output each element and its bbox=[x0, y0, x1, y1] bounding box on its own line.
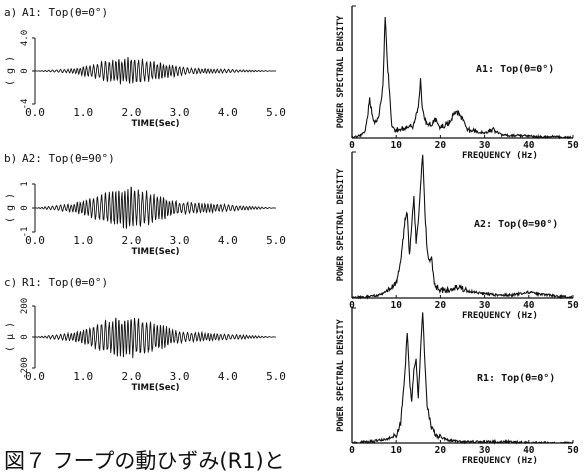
x-tick-label-c-3: 3.0 bbox=[170, 370, 190, 383]
chart-title-A1-psd: A1: Top(θ=0°) bbox=[476, 64, 554, 75]
x-tick-label-A1-psd-1: 10 bbox=[390, 140, 402, 151]
spectrum-line-A2-psd bbox=[351, 154, 574, 300]
x-tick-label-R1-psd-5: 50 bbox=[567, 445, 579, 456]
y-tick-label-c-0: 200 bbox=[20, 298, 30, 314]
panel-label-c: c) bbox=[4, 276, 17, 289]
x-tick-label-b-1: 1.0 bbox=[73, 234, 93, 247]
x-axis-label-a: TIME(Sec) bbox=[132, 119, 180, 129]
x-axis-label-R1-psd: FREQUENCY (Hz) bbox=[462, 456, 538, 466]
x-tick-label-A1-psd-4: 40 bbox=[523, 140, 535, 151]
y-axis-label-b: ( g ) bbox=[5, 193, 16, 223]
x-tick-label-c-2: 2.0 bbox=[121, 370, 141, 383]
x-tick-label-A1-psd-3: 30 bbox=[479, 140, 491, 151]
y-tick-label-c-1: 0 bbox=[20, 334, 30, 339]
y-tick-label-a-2: -4 bbox=[20, 99, 30, 110]
x-tick-label-b-3: 3.0 bbox=[170, 234, 190, 247]
x-tick-label-c-0: 0.0 bbox=[25, 370, 45, 383]
y-axis-label-a: ( g ) bbox=[5, 56, 16, 86]
y-axis-label-A1-psd: POWER SPECTRAL DENSITY bbox=[336, 15, 346, 128]
x-axis-label-A1-psd: FREQUENCY (Hz) bbox=[462, 151, 538, 161]
y-tick-label-b-0: 1 bbox=[20, 181, 30, 186]
x-tick-label-c-4: 4.0 bbox=[218, 370, 238, 383]
x-tick-label-R1-psd-4: 40 bbox=[523, 445, 535, 456]
chart-title-A2-psd: A2: Top(θ=90°) bbox=[474, 219, 558, 230]
panel-label-b: b) bbox=[4, 152, 17, 165]
figure-caption: 図７ フープの動ひずみ(R1)と bbox=[4, 449, 285, 473]
y-axis-label-A2-psd: POWER SPECTRAL DENSITY bbox=[336, 168, 346, 281]
chart-title-b: A2: Top(θ=90°) bbox=[22, 152, 115, 165]
x-tick-label-R1-psd-3: 30 bbox=[479, 445, 491, 456]
waveform-b bbox=[34, 186, 277, 230]
x-axis-label-b: TIME(Sec) bbox=[132, 247, 180, 257]
panel-label-a: a) bbox=[4, 6, 17, 19]
y-axis-label-R1-psd: POWER SPECTRAL DENSITY bbox=[336, 318, 346, 431]
x-tick-label-R1-psd-0: 0 bbox=[349, 445, 355, 456]
chart-title-a: A1: Top(θ=0°) bbox=[22, 6, 108, 19]
chart-title-R1-psd: R1: Top(θ=0°) bbox=[477, 373, 555, 384]
x-tick-label-a-1: 1.0 bbox=[73, 106, 93, 119]
x-tick-label-R1-psd-1: 10 bbox=[390, 445, 402, 456]
x-tick-label-b-4: 4.0 bbox=[218, 234, 238, 247]
x-axis-label-c: TIME(Sec) bbox=[132, 383, 180, 393]
x-tick-label-a-4: 4.0 bbox=[218, 106, 238, 119]
x-tick-label-a-3: 3.0 bbox=[170, 106, 190, 119]
x-tick-label-b-5: 5.0 bbox=[266, 234, 286, 247]
waveform-a bbox=[34, 57, 277, 85]
x-tick-label-A1-psd-5: 50 bbox=[567, 140, 579, 151]
chart-title-c: R1: Top(θ=0°) bbox=[22, 276, 108, 289]
y-tick-label-b-2: -1 bbox=[20, 227, 30, 238]
x-tick-label-c-1: 1.0 bbox=[73, 370, 93, 383]
x-tick-label-A1-psd-0: 0 bbox=[349, 140, 355, 151]
x-axis-label-A2-psd: FREQUENCY (Hz) bbox=[462, 311, 538, 321]
y-tick-label-a-0: 4.0 bbox=[20, 30, 30, 46]
x-tick-label-A2-psd-2: 20 bbox=[435, 300, 447, 311]
x-tick-label-A2-psd-0: 0 bbox=[349, 300, 355, 311]
x-tick-label-c-5: 5.0 bbox=[266, 370, 286, 383]
x-tick-label-A2-psd-4: 40 bbox=[523, 300, 535, 311]
x-tick-label-a-2: 2.0 bbox=[121, 106, 141, 119]
y-tick-label-b-1: 0 bbox=[20, 205, 30, 210]
x-tick-label-b-2: 2.0 bbox=[121, 234, 141, 247]
spectrum-line-R1-psd bbox=[351, 312, 574, 445]
x-tick-label-R1-psd-2: 20 bbox=[435, 445, 447, 456]
x-tick-label-b-0: 0.0 bbox=[25, 234, 45, 247]
x-tick-label-a-0: 0.0 bbox=[25, 106, 45, 119]
x-tick-label-A2-psd-1: 10 bbox=[390, 300, 402, 311]
y-axis-label-c: ( μ ) bbox=[5, 322, 16, 352]
x-tick-label-A2-psd-3: 30 bbox=[479, 300, 491, 311]
x-tick-label-A1-psd-2: 20 bbox=[435, 140, 447, 151]
y-tick-label-c-2: -200 bbox=[20, 357, 30, 379]
y-tick-label-a-1: 0 bbox=[20, 68, 30, 73]
spectrum-line-A1-psd bbox=[351, 16, 574, 140]
x-tick-label-a-5: 5.0 bbox=[266, 106, 286, 119]
x-tick-label-A2-psd-5: 50 bbox=[567, 300, 579, 311]
waveform-c bbox=[34, 317, 277, 359]
